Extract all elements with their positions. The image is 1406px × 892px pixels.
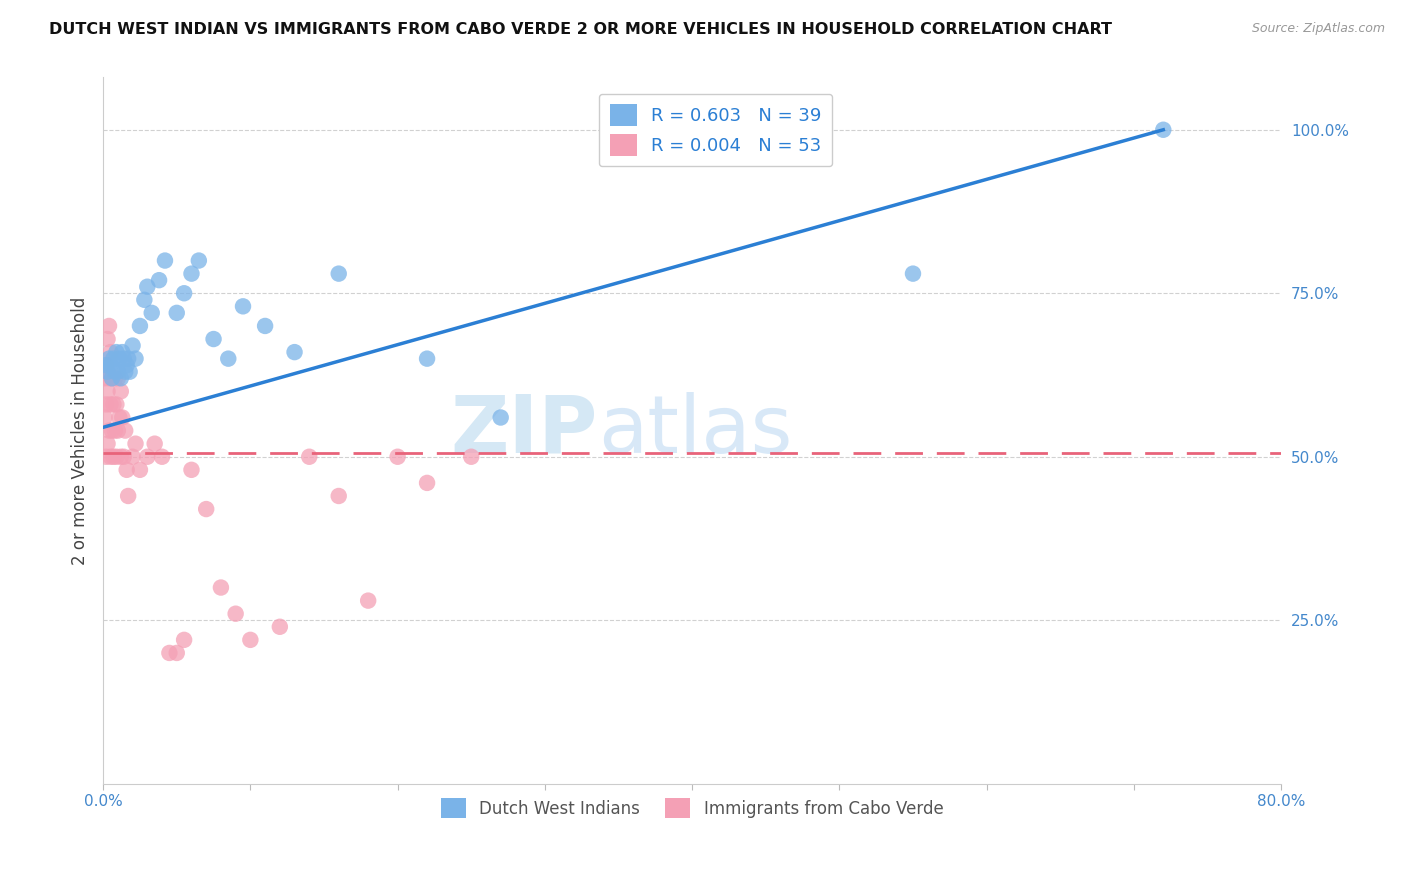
Point [98,424,121,438]
Point [1152,122,1174,136]
Text: DUTCH WEST INDIAN VS IMMIGRANTS FROM CABO VERDE 2 OR MORE VEHICLES IN HOUSEHOLD : DUTCH WEST INDIAN VS IMMIGRANTS FROM CAB… [49,22,1112,37]
Point [141,306,163,320]
Point [103,397,125,411]
Point [901,267,924,281]
Point [173,286,195,301]
Point [115,463,138,477]
Point [239,632,262,647]
Point [112,450,135,464]
Point [283,345,305,359]
Point [117,489,139,503]
Point [98,371,121,385]
Point [112,351,135,366]
Point [103,450,125,464]
Point [110,384,132,399]
Point [94,358,117,372]
Point [107,371,129,385]
Point [134,293,156,307]
Point [148,273,170,287]
Point [110,371,132,385]
Point [180,463,202,477]
Point [209,581,232,595]
Point [96,332,118,346]
Point [100,450,122,464]
Point [225,607,247,621]
Point [217,351,239,366]
Point [157,646,180,660]
Point [129,463,152,477]
Point [94,450,117,464]
Point [254,318,277,333]
Point [202,332,225,346]
Point [416,351,439,366]
Point [111,345,134,359]
Point [153,253,176,268]
Point [107,365,129,379]
Point [121,450,143,464]
Point [115,358,138,372]
Point [129,318,152,333]
Point [94,358,117,372]
Point [104,365,127,379]
Point [387,450,409,464]
Point [100,345,122,359]
Point [110,450,132,464]
Point [100,397,122,411]
Point [100,358,122,372]
Point [105,397,128,411]
Point [105,450,128,464]
Point [328,489,350,503]
Point [173,632,195,647]
Point [121,338,143,352]
Point [143,436,166,450]
Point [105,345,128,359]
Point [104,371,127,385]
Point [195,502,218,516]
Text: ZIP: ZIP [451,392,598,469]
Point [114,365,136,379]
Point [93,410,115,425]
Text: atlas: atlas [598,392,792,469]
Point [118,365,141,379]
Point [150,450,173,464]
Point [96,436,118,450]
Point [166,646,188,660]
Point [117,351,139,366]
Point [93,371,115,385]
Point [94,397,117,411]
Y-axis label: 2 or more Vehicles in Household: 2 or more Vehicles in Household [72,296,89,565]
Point [180,267,202,281]
Point [416,475,439,490]
Point [489,410,512,425]
Point [136,450,159,464]
Point [114,424,136,438]
Point [328,267,350,281]
Point [98,318,121,333]
Point [108,351,131,366]
Point [111,410,134,425]
Point [357,593,380,607]
Point [103,351,125,366]
Point [101,424,124,438]
Point [298,450,321,464]
Point [124,436,146,450]
Point [107,424,129,438]
Point [96,365,118,379]
Point [269,620,291,634]
Point [460,450,482,464]
Point [101,371,124,385]
Point [108,410,131,425]
Point [136,279,159,293]
Point [187,253,209,268]
Point [101,371,124,385]
Point [124,351,146,366]
Point [96,384,118,399]
Point [98,351,121,366]
Legend: Dutch West Indians, Immigrants from Cabo Verde: Dutch West Indians, Immigrants from Cabo… [434,791,950,825]
Point [166,306,188,320]
Point [104,424,127,438]
Point [232,299,254,313]
Text: Source: ZipAtlas.com: Source: ZipAtlas.com [1251,22,1385,36]
